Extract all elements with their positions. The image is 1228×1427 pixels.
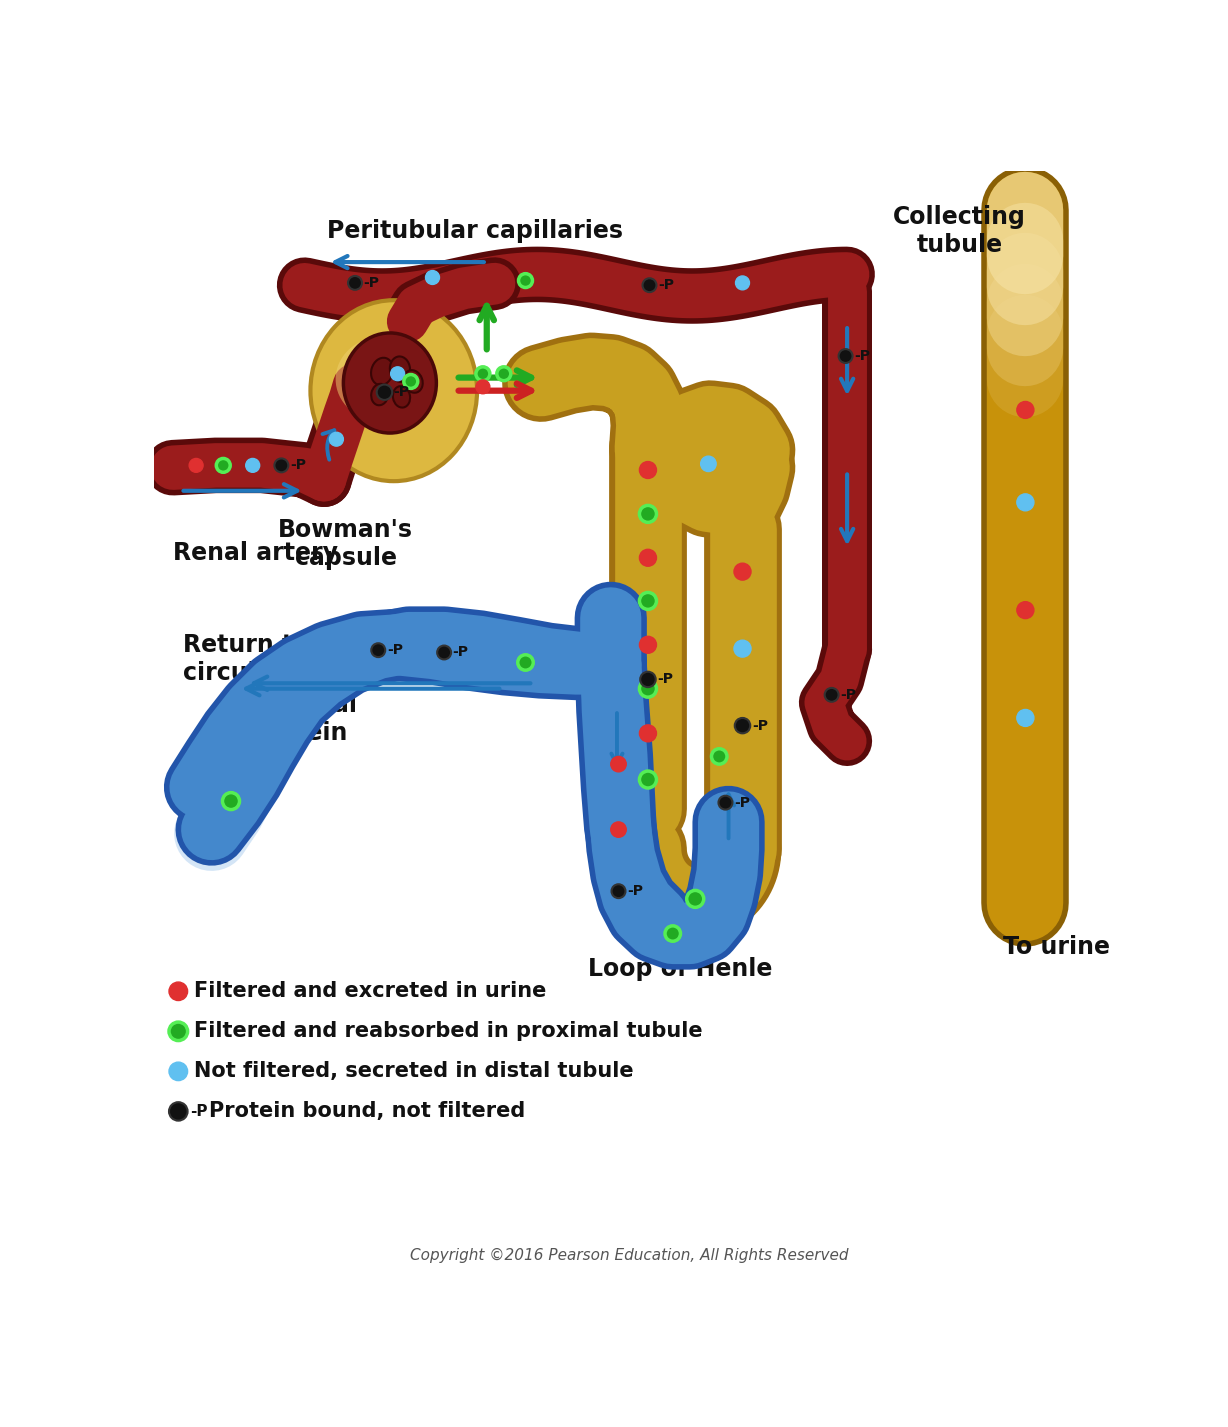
- Ellipse shape: [389, 357, 410, 382]
- Ellipse shape: [404, 370, 422, 392]
- Text: -P: -P: [190, 1104, 208, 1119]
- Text: -P: -P: [394, 385, 410, 400]
- Text: Filtered and reabsorbed in proximal tubule: Filtered and reabsorbed in proximal tubu…: [194, 1022, 702, 1042]
- Circle shape: [701, 457, 716, 471]
- Circle shape: [348, 275, 362, 290]
- Text: -P: -P: [855, 350, 871, 362]
- Circle shape: [426, 271, 440, 284]
- Text: Renal
vein: Renal vein: [282, 694, 357, 745]
- Circle shape: [329, 432, 344, 447]
- Text: -P: -P: [752, 719, 768, 732]
- Circle shape: [640, 771, 657, 788]
- Circle shape: [222, 792, 239, 809]
- Circle shape: [839, 350, 852, 362]
- Circle shape: [377, 384, 392, 400]
- Text: -P: -P: [290, 458, 306, 472]
- Circle shape: [610, 822, 626, 838]
- Circle shape: [404, 374, 418, 388]
- Circle shape: [169, 982, 188, 1000]
- Circle shape: [246, 458, 259, 472]
- Circle shape: [640, 592, 657, 609]
- Text: Peritubular capillaries: Peritubular capillaries: [327, 220, 623, 243]
- Ellipse shape: [371, 384, 388, 405]
- Text: Protein bound, not filtered: Protein bound, not filtered: [209, 1102, 526, 1122]
- Circle shape: [1017, 401, 1034, 418]
- Text: To urine: To urine: [1003, 936, 1110, 959]
- Circle shape: [640, 549, 657, 567]
- Circle shape: [371, 644, 386, 656]
- Circle shape: [736, 275, 749, 290]
- Ellipse shape: [335, 337, 429, 421]
- Circle shape: [734, 564, 752, 581]
- Circle shape: [734, 718, 750, 733]
- Text: Bowman's
capsule: Bowman's capsule: [279, 518, 413, 569]
- Circle shape: [825, 688, 839, 702]
- Circle shape: [476, 380, 490, 394]
- Ellipse shape: [371, 358, 393, 385]
- Circle shape: [189, 458, 203, 472]
- Circle shape: [1017, 709, 1034, 726]
- Text: -P: -P: [453, 645, 469, 659]
- Circle shape: [391, 367, 404, 381]
- Text: Copyright ©2016 Pearson Education, All Rights Reserved: Copyright ©2016 Pearson Education, All R…: [410, 1247, 849, 1263]
- Circle shape: [718, 796, 732, 809]
- Text: Renal artery: Renal artery: [173, 541, 338, 565]
- Circle shape: [1017, 602, 1034, 619]
- Circle shape: [518, 274, 533, 287]
- Circle shape: [640, 461, 657, 478]
- Circle shape: [169, 1022, 188, 1040]
- Circle shape: [216, 458, 230, 472]
- Circle shape: [1017, 494, 1034, 511]
- Circle shape: [642, 278, 657, 293]
- Text: Collecting
tubule: Collecting tubule: [893, 205, 1025, 257]
- Circle shape: [610, 756, 626, 772]
- Text: -P: -P: [657, 672, 673, 686]
- Text: -P: -P: [363, 275, 379, 290]
- Circle shape: [640, 505, 657, 522]
- Text: -P: -P: [658, 278, 674, 293]
- Circle shape: [686, 890, 704, 908]
- Circle shape: [169, 1062, 188, 1080]
- Circle shape: [497, 367, 511, 381]
- Text: Loop of Henle: Loop of Henle: [588, 956, 772, 980]
- Ellipse shape: [393, 387, 410, 408]
- Circle shape: [666, 926, 680, 942]
- Circle shape: [169, 1102, 188, 1120]
- Circle shape: [640, 636, 657, 654]
- Text: -P: -P: [734, 796, 750, 809]
- Text: Return to
circulation: Return to circulation: [183, 634, 324, 685]
- Ellipse shape: [344, 332, 436, 432]
- Circle shape: [476, 367, 490, 381]
- Circle shape: [437, 645, 451, 659]
- Circle shape: [612, 885, 625, 898]
- Text: -P: -P: [387, 644, 403, 658]
- Circle shape: [734, 641, 752, 656]
- Circle shape: [640, 681, 657, 698]
- Circle shape: [640, 672, 656, 688]
- Circle shape: [518, 655, 533, 671]
- Circle shape: [274, 458, 289, 472]
- Ellipse shape: [311, 300, 476, 481]
- Circle shape: [711, 749, 727, 763]
- Text: Filtered and excreted in urine: Filtered and excreted in urine: [194, 982, 546, 1002]
- Text: -P: -P: [840, 688, 856, 702]
- Text: -P: -P: [628, 885, 643, 898]
- Circle shape: [640, 725, 657, 742]
- Text: Not filtered, secreted in distal tubule: Not filtered, secreted in distal tubule: [194, 1062, 634, 1082]
